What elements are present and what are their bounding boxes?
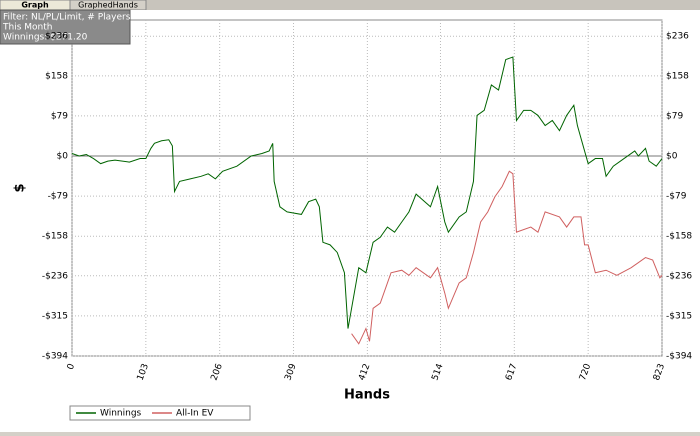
- y-tick-label-right: -$79: [666, 192, 687, 202]
- tab-label[interactable]: GraphedHands: [78, 1, 138, 10]
- y-tick-label: $158: [45, 71, 68, 81]
- series-line: [71, 56, 663, 329]
- x-tick-label: 0: [66, 362, 77, 371]
- filter-text: Winnings: $271.20: [3, 33, 88, 43]
- y-tick-label: -$315: [42, 311, 68, 321]
- filter-text: Filter: NL/PL/Limit, # Players: [3, 13, 131, 23]
- grid: [71, 20, 663, 357]
- y-tick-label: $79: [51, 111, 68, 121]
- y-tick-label: $236: [45, 32, 68, 42]
- tab-bar: [0, 0, 700, 10]
- y-tick-label-right: -$158: [666, 232, 692, 242]
- y-tick-label-right: $236: [666, 32, 689, 42]
- y-axis-label: $: [13, 183, 28, 192]
- y-tick-label: -$236: [42, 271, 68, 281]
- y-tick-label-right: -$315: [666, 311, 692, 321]
- filter-box: [0, 9, 131, 45]
- y-tick-label-right: $158: [666, 71, 689, 81]
- lines: [71, 56, 663, 345]
- y-tick-label-right: $79: [666, 111, 683, 121]
- y-tick-label: -$79: [48, 192, 69, 202]
- y-tick-label-right: -$236: [666, 271, 692, 281]
- plot-background: [0, 10, 700, 432]
- tab-label[interactable]: Graph: [21, 1, 49, 10]
- y-tick-label: -$158: [42, 232, 68, 242]
- filter-text: This Month: [2, 23, 52, 33]
- legend-label: All-In EV: [176, 409, 214, 419]
- y-tick-label: $0: [57, 152, 69, 162]
- y-tick-label: -$394: [42, 352, 68, 362]
- y-tick-label-right: $0: [666, 152, 678, 162]
- y-tick-label-right: -$394: [666, 352, 692, 362]
- legend-label: Winnings: [100, 409, 142, 419]
- legend-items: Winnings All-In EV: [76, 409, 214, 419]
- series-line: [351, 170, 663, 345]
- x-axis-label: Hands: [344, 388, 390, 403]
